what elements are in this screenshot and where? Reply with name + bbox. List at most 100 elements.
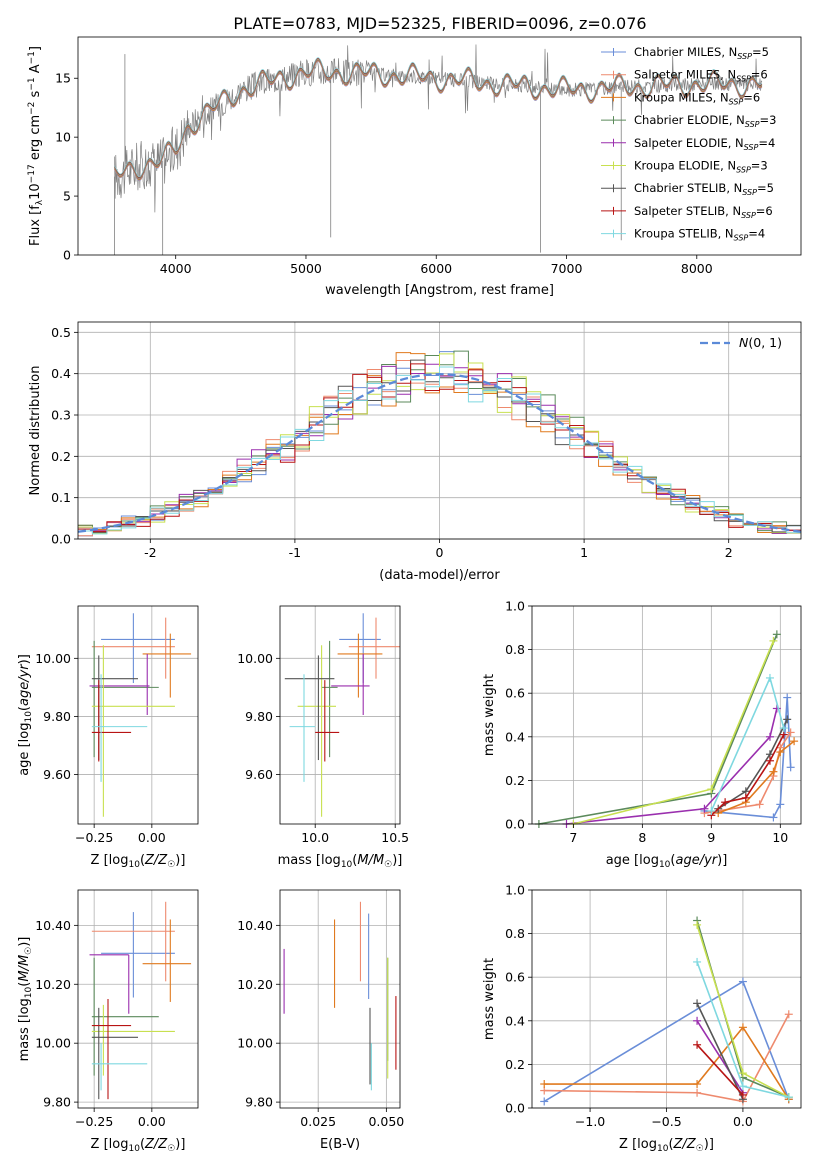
axes-frame	[279, 889, 401, 1109]
y-tick-label: 10	[55, 130, 71, 145]
y-tick-label: 0.0	[505, 1101, 525, 1116]
legend-label: Salpeter STELIB, NSSP=6	[634, 204, 773, 220]
y-tick-label: 0.0	[51, 532, 71, 547]
x-axis-label: Z [log10(Z/Z☉)]	[91, 1137, 186, 1154]
x-tick-label: 0.00	[138, 830, 166, 845]
y-tick-label: 0.6	[505, 970, 525, 985]
y-tick-label: 9.80	[43, 1095, 71, 1110]
x-tick-label: 6000	[420, 261, 452, 276]
x-tick-label: 0.050	[368, 1114, 404, 1129]
y-axis-label: Flux [fλ10−17 erg cm−2 s−1 A−1]	[27, 46, 45, 246]
y-axis-label: age [log10(age/yr)]	[17, 654, 34, 776]
y-tick-label: 0	[63, 248, 71, 263]
y-tick-label: 10.00	[237, 1036, 273, 1051]
spectrum-plot	[114, 44, 763, 255]
x-axis-label: age [log10(age/yr)]	[606, 853, 728, 870]
legend: Chabrier MILES, NSSP=5 Salpeter MILES, NS…	[601, 45, 776, 243]
legend: N(0, 1)	[700, 335, 782, 350]
errorbars	[89, 901, 192, 1100]
weight-series-line	[696, 1044, 744, 1096]
legend-label: Chabrier ELODIE, NSSP=3	[634, 113, 776, 129]
axes-frame	[77, 889, 199, 1109]
x-tick-label: −0.25	[75, 830, 113, 845]
y-tick-label: 1.0	[505, 883, 525, 898]
y-axis-label: mass [log10(M/M☉)]	[17, 937, 34, 1062]
y-tick-label: 0.8	[505, 926, 525, 941]
x-axis-label: E(B-V)	[320, 1137, 360, 1152]
x-axis-label: (data-model)/error	[379, 568, 500, 583]
y-tick-label: 9.80	[245, 709, 273, 724]
y-tick-label: 9.80	[43, 709, 71, 724]
y-tick-label: 15	[55, 71, 71, 86]
x-tick-label: −0.5	[651, 1114, 681, 1129]
y-tick-label: 0.2	[505, 773, 525, 788]
y-tick-label: 0.4	[505, 1013, 525, 1028]
y-tick-label: 10.00	[35, 1036, 71, 1051]
residual-histogram	[78, 366, 801, 535]
axes-frame	[531, 605, 802, 825]
y-tick-label: 10.00	[237, 651, 273, 666]
x-tick-label: 10.0	[301, 830, 329, 845]
x-tick-label: 4000	[160, 261, 192, 276]
x-tick-label: -2	[144, 545, 156, 560]
y-tick-label: 0.3	[51, 408, 71, 423]
y-axis-label: mass weight	[482, 958, 497, 1040]
age_vs_mass-panel: 10.0 10.5 9.60 9.80 10.00 mass [log10(M/M☉)]	[237, 605, 409, 870]
y-tick-label: 0.4	[51, 366, 71, 381]
age_vs_Z-panel: −0.25 0.00 9.60 9.80 10.00 Z [log10(Z/Z☉)] age…	[17, 605, 199, 870]
y-tick-label: 5	[63, 189, 71, 204]
figure-title: PLATE=0783, MJD=52325, FIBERID=0096, z=0…	[233, 14, 646, 33]
axes-frame	[279, 605, 401, 825]
x-tick-label: 10.5	[381, 830, 409, 845]
x-tick-label: −1.0	[575, 1114, 605, 1129]
y-tick-label: 0.6	[505, 686, 525, 701]
x-tick-label: −0.25	[75, 1114, 113, 1129]
errorbars	[284, 613, 400, 817]
y-tick-label: 1.0	[505, 599, 525, 614]
legend-label: Salpeter ELODIE, NSSP=4	[634, 136, 775, 152]
y-axis-label: mass weight	[482, 674, 497, 756]
x-tick-label: -1	[289, 545, 301, 560]
errorbars	[89, 613, 192, 817]
y-tick-label: 0.1	[51, 490, 71, 505]
axes-frame	[77, 605, 199, 825]
x-tick-label: 10	[772, 830, 788, 845]
mass_vs_Z-panel: −0.25 0.00 9.80 10.00 10.20 10.40 Z [log10(Z/Z…	[17, 889, 199, 1154]
y-tick-label: 9.80	[245, 1095, 273, 1110]
legend-label: Kroupa MILES, NSSP=6	[634, 90, 760, 106]
weight-lines	[540, 916, 793, 1106]
mass_vs_ebv-panel: 0.025 0.050 9.80 10.00 10.20 10.40 E(B-V)	[237, 889, 404, 1152]
spectrum-panel: 4000 5000 6000 7000 8000 0 5 10 15 wavelength [An…	[27, 36, 802, 298]
x-tick-label: 0	[436, 545, 444, 560]
weight_vs_Z-panel: −1.0 −0.5 0.0 0.0 0.2 0.4 0.6 0.8 1.0 mass weight…	[482, 883, 802, 1154]
y-tick-label: 0.2	[51, 449, 71, 464]
legend-label: N(0, 1)	[739, 335, 782, 350]
legend-label: Kroupa ELODIE, NSSP=3	[634, 159, 768, 175]
weight-series-line	[544, 1013, 790, 1103]
x-axis-label: Z [log10(Z/Z☉)]	[619, 1137, 714, 1154]
weight-series-line	[696, 1020, 744, 1094]
residual-histograms	[78, 350, 801, 537]
y-tick-label: 0.2	[505, 1057, 525, 1072]
x-tick-label: 2	[725, 545, 733, 560]
y-tick-label: 0.0	[505, 817, 525, 832]
y-tick-label: 10.20	[237, 977, 273, 992]
x-axis-label: Z [log10(Z/Z☉)]	[91, 853, 186, 870]
errorbars	[283, 901, 397, 1091]
y-tick-label: 10.20	[35, 977, 71, 992]
normal-distribution-curve	[78, 372, 801, 533]
legend-label: Salpeter MILES, NSSP=6	[634, 68, 768, 84]
y-tick-label: 10.40	[237, 918, 273, 933]
x-tick-label: 8000	[681, 261, 713, 276]
x-axis-label: mass [log10(M/M☉)]	[278, 853, 403, 870]
weight_vs_age-panel: 7 8 9 10 0.0 0.2 0.4 0.6 0.8 1.0 mass weight age [l…	[482, 599, 802, 870]
y-tick-label: 0.8	[505, 642, 525, 657]
residual-histogram	[78, 363, 801, 533]
x-tick-label: 0.025	[300, 1114, 336, 1129]
legend-label: Chabrier MILES, NSSP=5	[634, 45, 769, 61]
x-tick-label: 0.00	[138, 1114, 166, 1129]
residuals-panel: -2 -1 0 1 2 0.0 0.1 0.2 0.3 0.4 0.5 (data-model)/er…	[28, 321, 802, 583]
y-axis-label: Normed distribution	[28, 366, 43, 496]
x-tick-label: 8	[638, 830, 646, 845]
